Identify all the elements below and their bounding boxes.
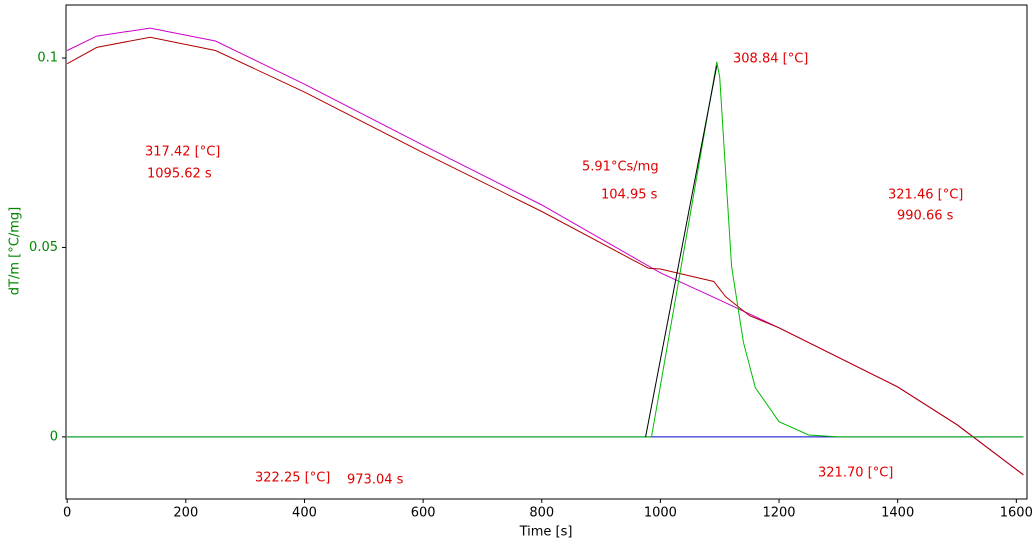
x-tick-label: 800 <box>529 506 554 521</box>
series-line <box>67 61 1024 438</box>
y-axis-label: dT/m [°C/mg] <box>8 207 23 295</box>
annotation: 317.42 [°C] <box>145 145 220 160</box>
series-line <box>66 27 1024 476</box>
annotation: 1095.62 s <box>147 167 212 182</box>
x-tick-label: 1000 <box>644 506 677 521</box>
annotation: 321.46 [°C] <box>888 188 963 203</box>
x-tick-label: 0 <box>63 506 71 521</box>
annotation: 973.04 s <box>347 473 404 488</box>
x-tick-label: 600 <box>411 506 436 521</box>
x-tick-label: 400 <box>292 506 317 521</box>
x-axis-label: Time [s] <box>519 525 573 540</box>
annotation: 321.70 [°C] <box>818 466 893 481</box>
x-tick-label: 200 <box>173 506 198 521</box>
annotation: 322.25 [°C] <box>255 471 330 486</box>
series-line <box>645 65 718 437</box>
annotation: 104.95 s <box>601 188 658 203</box>
annotation: 308.84 [°C] <box>733 52 808 67</box>
plot-frame <box>65 4 1028 500</box>
series-line <box>66 36 1024 476</box>
x-tick-label: 1200 <box>762 506 795 521</box>
y-tick-label: 0.1 <box>37 51 58 66</box>
annotation: 5.91°Cs/mg <box>582 160 659 175</box>
annotation: 990.66 s <box>897 209 954 224</box>
y-tick-label: 0.05 <box>29 240 58 255</box>
y-tick-label: 0 <box>50 429 58 444</box>
x-tick-label: 1600 <box>1000 506 1032 521</box>
x-tick-label: 1400 <box>881 506 914 521</box>
